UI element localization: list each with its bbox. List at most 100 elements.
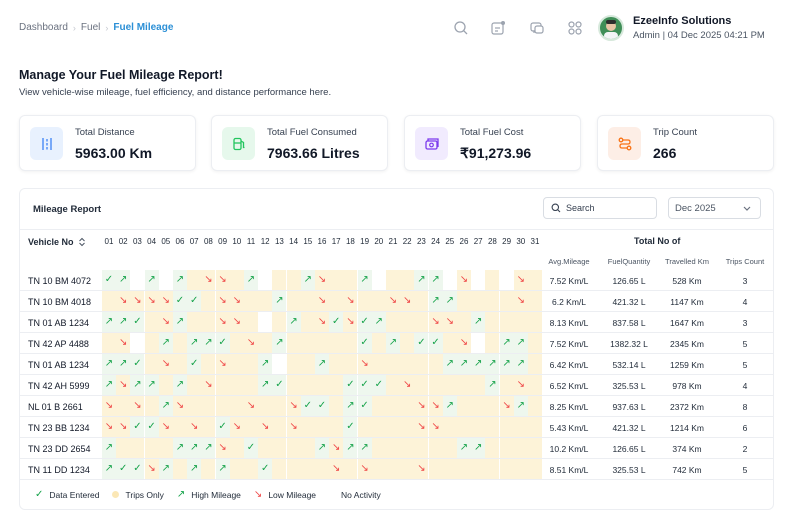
no-activity-cell[interactable] (272, 354, 287, 374)
low-mileage-cell[interactable]: ↘ (414, 459, 429, 479)
high-mileage-cell[interactable]: ↗ (485, 375, 500, 395)
high-mileage-cell[interactable]: ↗ (130, 375, 145, 395)
trips-only-cell[interactable] (258, 333, 273, 353)
trips-only-cell[interactable] (343, 354, 358, 374)
high-mileage-cell[interactable]: ↗ (485, 354, 500, 374)
trips-only-cell[interactable] (215, 396, 230, 416)
trips-only-cell[interactable] (173, 333, 187, 353)
trips-only-cell[interactable] (442, 417, 457, 437)
no-activity-cell[interactable] (471, 333, 486, 353)
trips-only-cell[interactable] (329, 270, 344, 290)
trips-only-cell[interactable] (315, 375, 329, 395)
trips-only-cell[interactable] (144, 333, 159, 353)
high-mileage-cell[interactable]: ↗ (272, 333, 287, 353)
high-mileage-cell[interactable]: ↗ (116, 354, 131, 374)
data-entered-cell[interactable]: ✓ (357, 375, 372, 395)
low-mileage-cell[interactable]: ↘ (229, 291, 244, 311)
low-mileage-cell[interactable]: ↘ (158, 417, 173, 437)
low-mileage-cell[interactable]: ↘ (357, 354, 372, 374)
high-mileage-cell[interactable]: ↗ (371, 312, 386, 332)
low-mileage-cell[interactable]: ↘ (343, 312, 358, 332)
data-entered-cell[interactable]: ✓ (357, 312, 372, 332)
data-entered-cell[interactable]: ✓ (300, 396, 315, 416)
trips-only-cell[interactable] (244, 291, 258, 311)
trips-only-cell[interactable] (414, 291, 429, 311)
trips-only-cell[interactable] (244, 354, 258, 374)
search-icon[interactable] (453, 20, 469, 36)
trips-only-cell[interactable] (158, 375, 173, 395)
high-mileage-cell[interactable]: ↗ (158, 396, 173, 416)
trips-only-cell[interactable] (343, 270, 358, 290)
trips-only-cell[interactable] (386, 270, 400, 290)
trips-only-cell[interactable] (485, 291, 500, 311)
trips-only-cell[interactable] (144, 312, 159, 332)
trips-only-cell[interactable] (442, 333, 457, 353)
low-mileage-cell[interactable]: ↘ (315, 291, 329, 311)
trips-only-cell[interactable] (102, 333, 116, 353)
trips-only-cell[interactable] (315, 459, 329, 479)
trips-only-cell[interactable] (201, 354, 216, 374)
high-mileage-cell[interactable]: ↗ (158, 333, 173, 353)
trips-only-cell[interactable] (386, 417, 400, 437)
no-activity-cell[interactable] (499, 270, 514, 290)
trips-only-cell[interactable] (371, 333, 386, 353)
high-mileage-cell[interactable]: ↗ (187, 333, 202, 353)
low-mileage-cell[interactable]: ↘ (343, 291, 358, 311)
trips-only-cell[interactable] (300, 375, 315, 395)
trips-only-cell[interactable] (229, 270, 244, 290)
data-entered-cell[interactable]: ✓ (130, 354, 145, 374)
high-mileage-cell[interactable]: ↗ (201, 333, 216, 353)
trips-only-cell[interactable] (457, 459, 471, 479)
low-mileage-cell[interactable]: ↘ (499, 396, 514, 416)
data-entered-cell[interactable]: ✓ (215, 333, 230, 353)
trips-only-cell[interactable] (485, 312, 500, 332)
low-mileage-cell[interactable]: ↘ (158, 312, 173, 332)
trips-only-cell[interactable] (300, 417, 315, 437)
low-mileage-cell[interactable]: ↘ (400, 375, 415, 395)
vehicle-header[interactable]: Vehicle No (28, 237, 86, 247)
trips-only-cell[interactable] (300, 291, 315, 311)
high-mileage-cell[interactable]: ↗ (343, 438, 358, 458)
trips-only-cell[interactable] (286, 270, 301, 290)
trips-only-cell[interactable] (471, 417, 486, 437)
trips-only-cell[interactable] (528, 459, 542, 479)
no-activity-cell[interactable] (442, 270, 457, 290)
high-mileage-cell[interactable]: ↗ (343, 396, 358, 416)
trips-only-cell[interactable] (386, 438, 400, 458)
low-mileage-cell[interactable]: ↘ (215, 270, 230, 290)
high-mileage-cell[interactable]: ↗ (357, 438, 372, 458)
data-entered-cell[interactable]: ✓ (272, 375, 287, 395)
trips-only-cell[interactable] (173, 354, 187, 374)
data-entered-cell[interactable]: ✓ (187, 291, 202, 311)
trips-only-cell[interactable] (258, 291, 273, 311)
low-mileage-cell[interactable]: ↘ (244, 396, 258, 416)
trips-only-cell[interactable] (329, 417, 344, 437)
trips-only-cell[interactable] (485, 396, 500, 416)
low-mileage-cell[interactable]: ↘ (116, 291, 131, 311)
low-mileage-cell[interactable]: ↘ (414, 396, 429, 416)
trips-only-cell[interactable] (329, 291, 344, 311)
data-entered-cell[interactable]: ✓ (244, 438, 258, 458)
trips-only-cell[interactable] (201, 417, 216, 437)
high-mileage-cell[interactable]: ↗ (173, 375, 187, 395)
trips-only-cell[interactable] (528, 396, 542, 416)
no-activity-cell[interactable] (471, 270, 486, 290)
trips-only-cell[interactable] (528, 333, 542, 353)
high-mileage-cell[interactable]: ↗ (513, 354, 528, 374)
trips-only-cell[interactable] (130, 438, 145, 458)
low-mileage-cell[interactable]: ↘ (386, 291, 400, 311)
trips-only-cell[interactable] (400, 312, 415, 332)
high-mileage-cell[interactable]: ↗ (201, 438, 216, 458)
notification-icon[interactable] (490, 20, 506, 36)
trips-only-cell[interactable] (329, 354, 344, 374)
trips-only-cell[interactable] (499, 312, 514, 332)
trips-only-cell[interactable] (386, 459, 400, 479)
no-activity-cell[interactable] (130, 333, 145, 353)
data-entered-cell[interactable]: ✓ (144, 417, 159, 437)
trips-only-cell[interactable] (485, 417, 500, 437)
trips-only-cell[interactable] (485, 333, 500, 353)
low-mileage-cell[interactable]: ↘ (428, 312, 443, 332)
low-mileage-cell[interactable]: ↘ (201, 375, 216, 395)
high-mileage-cell[interactable]: ↗ (173, 312, 187, 332)
high-mileage-cell[interactable]: ↗ (173, 270, 187, 290)
